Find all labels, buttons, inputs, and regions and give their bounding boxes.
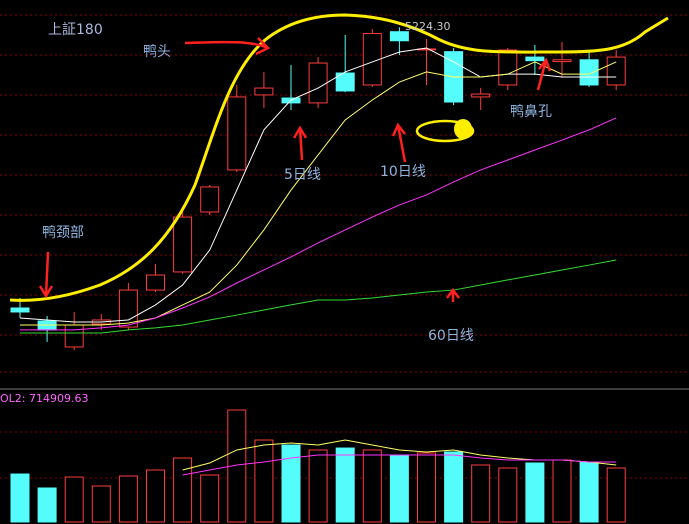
- moving-average-line: [19, 47, 617, 323]
- annotation: 鸭颈部: [42, 225, 84, 241]
- volume-bar: [173, 457, 193, 523]
- volume-bar: [254, 439, 274, 523]
- candle-body: [64, 324, 84, 348]
- duck-curve: [9, 13, 669, 302]
- arrow: [391, 122, 407, 163]
- arrow: [446, 287, 460, 302]
- candle-body: [471, 93, 491, 98]
- volume-bar: [335, 447, 355, 523]
- annotation: 鸭鼻孔: [510, 103, 552, 120]
- candle-body: [606, 56, 626, 86]
- candle-body: [200, 186, 220, 213]
- volume-bar: [146, 469, 165, 523]
- volume-ma-line: [182, 454, 617, 476]
- volume-bar: [37, 487, 57, 523]
- arrow: [184, 37, 271, 56]
- volume-bar: [91, 485, 111, 523]
- nostril-scribble: [454, 119, 472, 139]
- arrow: [536, 57, 552, 91]
- volume-bar: [444, 451, 464, 523]
- candle-body: [389, 31, 409, 42]
- volume-bar: [389, 454, 409, 523]
- annotation: 10日线: [380, 164, 426, 180]
- chart-title: 上証180: [48, 22, 103, 38]
- volume-bar: [471, 464, 491, 523]
- candle-body: [10, 307, 30, 313]
- volume-bar: [525, 462, 545, 523]
- candle-body: [362, 33, 382, 86]
- candle-body: [227, 96, 247, 171]
- volume-label: OL2: 714909.63: [0, 392, 88, 405]
- hand-drawn-marks: [9, 13, 669, 302]
- candle-body: [173, 216, 193, 273]
- volume-bar: [10, 473, 30, 523]
- annotation: 5日线: [284, 167, 321, 183]
- volume-bar: [281, 444, 301, 523]
- candle-body: [552, 59, 572, 63]
- candle-body: [525, 56, 545, 62]
- annotation: 鸭头: [143, 44, 171, 60]
- moving-average-line: [20, 61, 617, 326]
- candle-body: [308, 62, 328, 104]
- volume-bar: [118, 475, 138, 523]
- volume-bar: [606, 467, 626, 523]
- background-grid: [0, 14, 689, 479]
- volume-bar: [200, 474, 220, 523]
- moving-average-line: [20, 259, 617, 334]
- volume-bar: [362, 449, 382, 523]
- volume-bar: [227, 409, 247, 523]
- plot-area: [10, 27, 626, 523]
- candle-body: [579, 59, 599, 86]
- arrow: [38, 251, 54, 299]
- volume-bar: [579, 461, 599, 523]
- volume-bar: [552, 459, 572, 523]
- candle-body: [335, 72, 355, 92]
- volume-bar: [417, 452, 436, 523]
- candle-body: [498, 49, 518, 86]
- moving-average-line: [20, 117, 617, 331]
- arrow: [292, 125, 308, 161]
- candle-body: [254, 87, 274, 96]
- annotation: 60日线: [428, 328, 474, 344]
- volume-bar: [64, 476, 84, 523]
- nostril-scribble: [415, 119, 475, 143]
- high-label: 5224.30: [405, 20, 451, 33]
- volume-bar: [498, 467, 518, 523]
- volume-bar: [308, 449, 328, 523]
- candle-body: [146, 274, 165, 291]
